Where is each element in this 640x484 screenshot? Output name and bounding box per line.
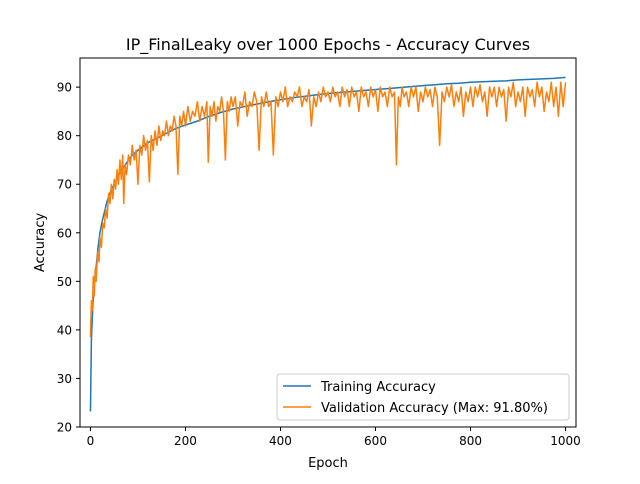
y-axis-label: Accuracy xyxy=(33,213,48,273)
y-axis: 20 30 40 50 60 70 80 90 xyxy=(57,81,80,435)
y-tick-label: 60 xyxy=(57,226,72,240)
x-tick-label: 800 xyxy=(459,434,482,448)
legend: Training Accuracy Validation Accuracy (M… xyxy=(276,373,570,421)
x-axis-label: Epoch xyxy=(308,456,348,471)
series-layer xyxy=(89,76,567,412)
y-tick-label: 20 xyxy=(57,421,72,435)
plot-frame xyxy=(79,57,577,428)
y-tick-label: 70 xyxy=(57,178,72,192)
series-line-validation xyxy=(89,81,567,338)
legend-box xyxy=(276,373,570,421)
legend-label-training: Training Accuracy xyxy=(320,380,436,395)
x-tick-label: 400 xyxy=(269,434,292,448)
y-tick-label: 80 xyxy=(57,129,72,143)
y-tick-label: 90 xyxy=(57,81,72,95)
legend-label-validation: Validation Accuracy (Max: 91.80%) xyxy=(321,401,548,416)
chart-title: IP_FinalLeaky over 1000 Epochs - Accurac… xyxy=(126,35,530,55)
x-tick-label: 0 xyxy=(87,434,95,448)
x-axis: 0 200 400 600 800 1000 xyxy=(87,427,581,448)
y-tick-label: 40 xyxy=(57,323,72,337)
y-tick-label: 50 xyxy=(57,275,72,289)
x-tick-label: 600 xyxy=(364,434,387,448)
x-tick-label: 1000 xyxy=(550,434,581,448)
y-tick-label: 30 xyxy=(57,372,72,386)
x-tick-label: 200 xyxy=(174,434,197,448)
